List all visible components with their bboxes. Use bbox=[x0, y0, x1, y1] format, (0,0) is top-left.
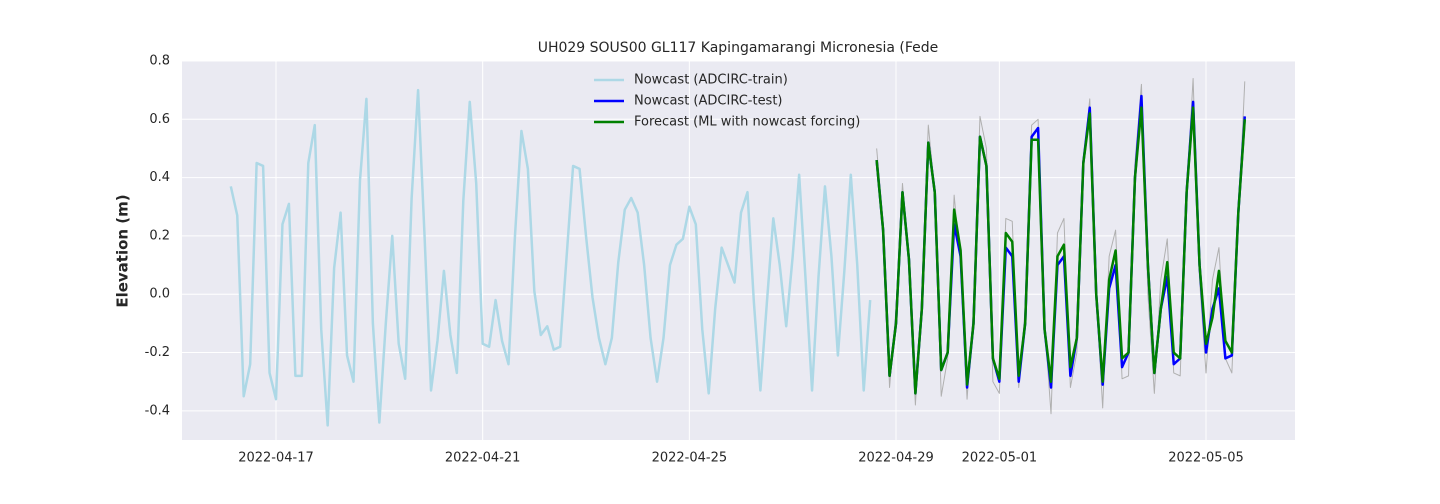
chart-title: UH029 SOUS00 GL117 Kapingamarangi Micron… bbox=[538, 40, 939, 56]
y-tick-label: 0.8 bbox=[149, 54, 170, 69]
x-tick-label: 2022-04-25 bbox=[652, 451, 728, 466]
legend-label: Nowcast (ADCIRC-train) bbox=[634, 73, 788, 88]
y-tick-label: -0.2 bbox=[145, 345, 170, 360]
x-tick-label: 2022-04-21 bbox=[445, 451, 521, 466]
lines bbox=[229, 77, 1247, 427]
y-axis-label: Elevation (m) bbox=[114, 194, 132, 307]
y-tick-label: 0.4 bbox=[149, 170, 170, 185]
legend: Nowcast (ADCIRC-train) Nowcast (ADCIRC-te… bbox=[594, 73, 860, 130]
series-line bbox=[875, 106, 1247, 395]
y-tick-label: 0.2 bbox=[149, 228, 170, 243]
x-tick-label: 2022-05-01 bbox=[962, 451, 1038, 466]
x-tick-label: 2022-05-05 bbox=[1168, 451, 1244, 466]
x-tick-label: 2022-04-29 bbox=[858, 451, 934, 466]
y-tick-label: 0.0 bbox=[149, 287, 170, 302]
series-line bbox=[229, 88, 872, 427]
legend-label: Nowcast (ADCIRC-test) bbox=[634, 94, 783, 109]
y-tick-label: -0.4 bbox=[145, 403, 170, 418]
grid bbox=[182, 60, 1295, 440]
legend-label: Forecast (ML with nowcast forcing) bbox=[634, 115, 860, 130]
y-tick-label: 0.6 bbox=[149, 112, 170, 127]
x-tick-label: 2022-04-17 bbox=[238, 451, 314, 466]
